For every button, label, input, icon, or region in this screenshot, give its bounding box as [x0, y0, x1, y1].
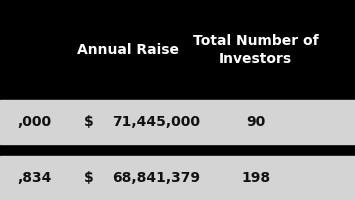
Text: ,834: ,834 — [18, 171, 52, 185]
Text: $: $ — [84, 171, 94, 185]
Bar — [0, 100, 355, 144]
Text: ,000: ,000 — [18, 115, 52, 129]
Text: Annual Raise: Annual Raise — [77, 43, 179, 57]
Text: 90: 90 — [246, 115, 265, 129]
Text: Total Number of
Investors: Total Number of Investors — [193, 34, 318, 66]
Text: 198: 198 — [241, 171, 270, 185]
Text: $: $ — [84, 115, 94, 129]
Bar — [0, 156, 355, 200]
Text: 68,841,379: 68,841,379 — [112, 171, 200, 185]
Text: 71,445,000: 71,445,000 — [112, 115, 200, 129]
